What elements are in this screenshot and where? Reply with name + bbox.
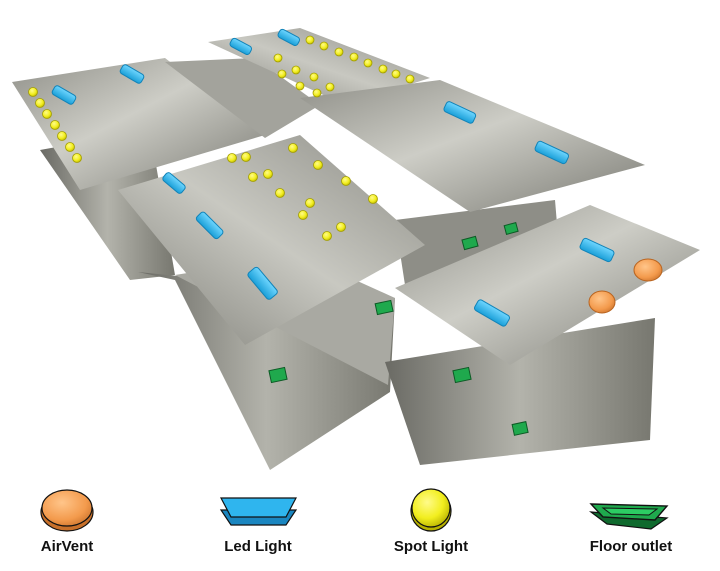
ceiling-panel-lower-right xyxy=(395,205,700,365)
spot-light xyxy=(305,198,315,208)
floor-outlet xyxy=(511,421,529,436)
spot-light xyxy=(277,69,287,79)
legend-item-spotlight: Spot Light xyxy=(351,482,511,571)
ceiling-panel-right xyxy=(300,80,645,212)
spot-light xyxy=(298,210,308,220)
floor-outlets xyxy=(268,221,529,436)
led-light xyxy=(229,37,253,56)
spot-light xyxy=(291,65,301,75)
spot-light xyxy=(275,188,285,198)
spot-light xyxy=(241,152,251,162)
air-vent-icon xyxy=(40,489,94,532)
led-light xyxy=(277,28,301,47)
spot-light xyxy=(405,74,415,84)
spot-lights xyxy=(28,35,415,241)
spot-light xyxy=(309,72,319,82)
floor-panel-right xyxy=(385,318,655,465)
led-light xyxy=(474,299,510,327)
led-light xyxy=(534,140,570,165)
spot-light xyxy=(273,53,283,63)
floor-outlet xyxy=(461,235,479,251)
legend-label-airvent: AirVent xyxy=(40,538,94,555)
ceiling-floor-layout-diagram xyxy=(12,28,700,470)
spot-light xyxy=(325,82,335,92)
floor-outlet xyxy=(503,221,519,235)
spot-light xyxy=(312,88,322,98)
floor-outlet xyxy=(452,366,472,384)
legend-label-ledlight: Led Light xyxy=(224,538,292,555)
spot-light xyxy=(42,109,52,119)
led-light xyxy=(162,172,186,194)
spot-light xyxy=(295,81,305,91)
led-light xyxy=(51,85,77,105)
legend-item-ledlight: Led Light xyxy=(178,482,338,571)
spot-light xyxy=(334,47,344,57)
spot-light xyxy=(319,41,329,51)
spot-light xyxy=(72,153,82,163)
spot-light xyxy=(28,87,38,97)
legend-label-flooroutlet: Floor outlet xyxy=(589,538,673,555)
spot-light xyxy=(341,176,351,186)
legend: AirVent Led Light Spot Light Floor outle… xyxy=(0,482,720,571)
ceiling-panel-top-center xyxy=(208,28,430,105)
spot-light xyxy=(349,52,359,62)
spot-light xyxy=(65,142,75,152)
floor-outlet xyxy=(374,299,394,316)
spot-light xyxy=(305,35,315,45)
spot-light xyxy=(391,69,401,79)
led-light-icon xyxy=(219,497,298,526)
led-light xyxy=(579,237,615,263)
spot-light xyxy=(363,58,373,68)
spot-light xyxy=(322,231,332,241)
spot-light xyxy=(368,194,378,204)
led-light xyxy=(443,101,477,124)
floor-outlet xyxy=(268,366,288,384)
spot-light xyxy=(378,64,388,74)
led-lights xyxy=(51,28,615,327)
spot-light xyxy=(57,131,67,141)
spot-light xyxy=(288,143,298,153)
spot-light xyxy=(336,222,346,232)
air-vents xyxy=(588,258,663,314)
spot-light xyxy=(35,98,45,108)
air-vent xyxy=(633,258,663,282)
spot-light xyxy=(248,172,258,182)
floor-outlet-icon xyxy=(588,503,669,530)
spot-light xyxy=(227,153,237,163)
spot-light-icon xyxy=(410,488,452,532)
led-light xyxy=(195,211,224,240)
air-vent xyxy=(588,290,616,314)
legend-item-airvent: AirVent xyxy=(0,482,147,571)
spot-light xyxy=(263,169,273,179)
spot-light xyxy=(50,120,60,130)
led-light xyxy=(247,266,278,300)
legend-item-flooroutlet: Floor outlet xyxy=(551,482,711,571)
ceiling-panel-center xyxy=(118,135,425,345)
led-light xyxy=(119,64,145,84)
legend-label-spotlight: Spot Light xyxy=(393,538,469,555)
spot-light xyxy=(313,160,323,170)
